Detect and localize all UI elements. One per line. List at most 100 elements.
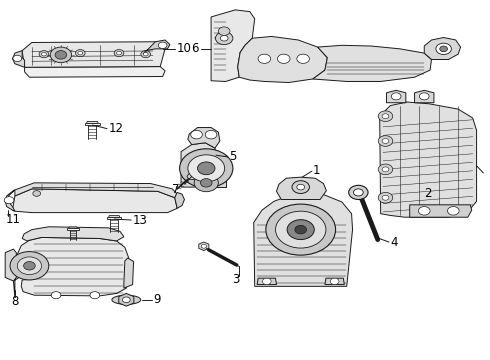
Circle shape [447,207,459,215]
Circle shape [51,292,61,299]
Circle shape [191,130,202,139]
Polygon shape [276,177,326,199]
Polygon shape [211,10,255,81]
Polygon shape [67,228,79,230]
Circle shape [158,42,167,49]
Circle shape [258,54,270,63]
Text: 3: 3 [232,273,239,286]
Polygon shape [410,205,472,217]
Circle shape [197,162,215,175]
Polygon shape [143,40,170,54]
Circle shape [122,297,130,303]
Polygon shape [257,278,276,284]
Circle shape [297,184,305,190]
Text: 12: 12 [108,122,123,135]
Polygon shape [313,45,432,81]
Circle shape [419,93,429,100]
Polygon shape [112,295,141,305]
Circle shape [378,111,393,122]
Polygon shape [238,36,327,82]
Polygon shape [22,227,124,241]
Circle shape [50,47,72,63]
Circle shape [277,54,290,63]
Circle shape [349,185,368,199]
Circle shape [78,51,83,55]
Polygon shape [12,189,177,213]
Text: 10: 10 [176,42,191,55]
Polygon shape [13,238,129,298]
Polygon shape [188,127,220,148]
Circle shape [287,220,314,239]
Circle shape [216,32,233,45]
Polygon shape [107,217,122,219]
Circle shape [39,51,49,58]
Polygon shape [5,190,15,211]
Circle shape [180,149,233,188]
Circle shape [75,50,85,57]
Circle shape [382,114,389,119]
Polygon shape [325,278,344,284]
Text: 9: 9 [153,293,160,306]
Circle shape [220,35,228,41]
Text: 8: 8 [11,295,19,308]
Circle shape [141,51,150,58]
Circle shape [378,192,393,203]
Polygon shape [87,122,98,123]
Polygon shape [199,242,209,251]
Circle shape [114,50,124,57]
Text: 4: 4 [391,236,398,249]
Circle shape [10,252,49,280]
Circle shape [188,155,224,182]
Circle shape [266,204,336,255]
Polygon shape [15,183,177,198]
Polygon shape [175,192,184,208]
Circle shape [200,179,212,187]
Polygon shape [254,194,352,286]
Polygon shape [69,227,77,228]
Circle shape [292,181,309,193]
Circle shape [205,130,217,139]
Polygon shape [181,143,216,187]
Polygon shape [24,67,165,77]
Polygon shape [415,90,434,103]
Circle shape [353,189,363,196]
Circle shape [55,51,67,59]
Polygon shape [109,216,120,217]
Circle shape [275,211,326,248]
Polygon shape [380,102,477,217]
Text: 1: 1 [313,163,320,176]
Circle shape [194,174,219,192]
Polygon shape [424,37,461,59]
Text: 11: 11 [5,213,20,226]
Circle shape [143,53,148,56]
Circle shape [382,195,389,200]
Circle shape [440,46,447,52]
Polygon shape [216,155,225,187]
Circle shape [263,278,271,284]
Circle shape [418,207,430,215]
Circle shape [295,225,307,234]
Text: 6: 6 [191,42,198,55]
Polygon shape [5,249,16,281]
Circle shape [297,54,309,63]
Circle shape [24,261,35,270]
Text: 7: 7 [172,183,180,196]
Circle shape [90,292,99,299]
Circle shape [378,164,393,175]
Polygon shape [85,123,100,125]
Text: 5: 5 [229,150,237,163]
Polygon shape [119,293,134,306]
Circle shape [17,257,42,275]
Text: 13: 13 [133,214,147,227]
Circle shape [13,55,22,62]
Circle shape [4,197,14,204]
Circle shape [219,27,230,35]
Polygon shape [22,42,165,67]
Polygon shape [387,90,406,103]
Circle shape [392,93,401,100]
Circle shape [117,51,122,55]
Circle shape [378,136,393,146]
Polygon shape [201,244,206,248]
Polygon shape [124,258,134,288]
Text: 2: 2 [424,187,432,200]
